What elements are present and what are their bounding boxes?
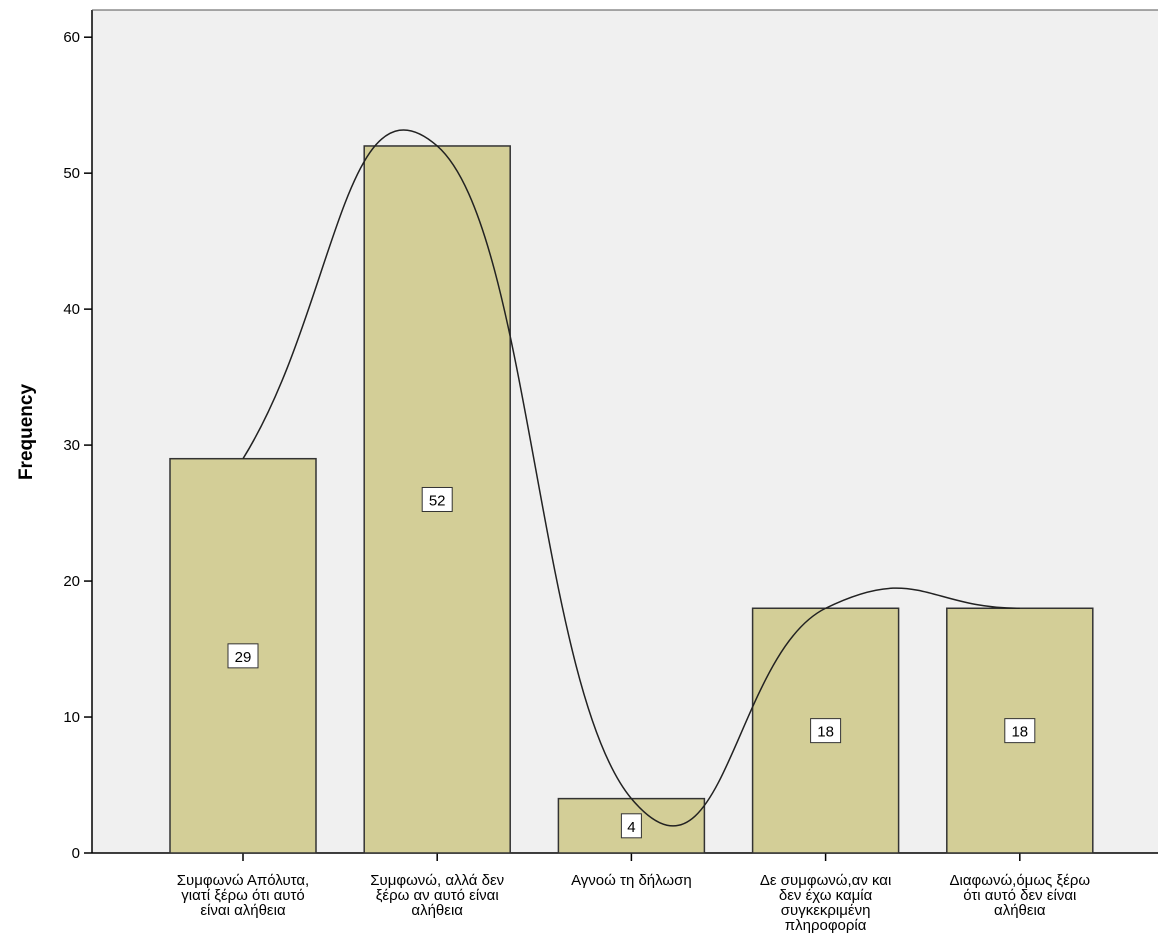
data-label-box xyxy=(620,813,642,839)
category-label-line: ότι αυτό δεν είναι xyxy=(963,887,1076,904)
x-axis xyxy=(92,852,1158,861)
y-axis-label: Frequency xyxy=(16,384,37,481)
data-label-box xyxy=(1004,718,1036,744)
category-label: Δε συμφωνώ,αν και δεν έχω καμία συγκεκριμέ… xyxy=(760,872,891,934)
data-label: 18 xyxy=(810,718,842,744)
category-label: Αγνοώ τη δήλωση xyxy=(571,872,692,889)
y-tick-label: 30 xyxy=(63,437,80,454)
data-label-box xyxy=(810,718,842,744)
category-label-line: Δε συμφωνώ,αν και xyxy=(760,872,891,889)
data-label-box xyxy=(421,486,453,512)
y-tick-label: 40 xyxy=(63,301,80,318)
y-tick-label: 50 xyxy=(63,165,80,182)
y-tick-label: 60 xyxy=(63,29,80,46)
y-tick-label: 20 xyxy=(63,573,80,590)
category-label: Συμφωνώ Απόλυτα, γιατί ξέρω ότι αυτό είναι… xyxy=(177,872,309,919)
category-labels: Συμφωνώ Απόλυτα, γιατί ξέρω ότι αυτό είναι… xyxy=(177,872,1091,934)
category-label-line: γιατί ξέρω ότι αυτό xyxy=(181,887,304,904)
category-label-line: είναι αλήθεια xyxy=(200,902,286,919)
category-label-line: Αγνοώ τη δήλωση xyxy=(571,872,692,889)
data-label: 29 xyxy=(227,643,259,669)
category-label-line: Διαφωνώ,όμως ξέρω xyxy=(950,872,1091,889)
category-label: Συμφωνώ, αλλά δεν ξέρω αν αυτό είναι αλήθε… xyxy=(370,872,504,919)
y-tick-label: 0 xyxy=(72,845,80,862)
data-label-text: 4 xyxy=(627,819,635,836)
data-label-text: 18 xyxy=(1011,724,1028,741)
category-label: Διαφωνώ,όμως ξέρω ότι αυτό δεν είναι αλήθε… xyxy=(950,872,1091,919)
data-label-text: 18 xyxy=(817,724,834,741)
normal-curve xyxy=(242,129,1020,827)
y-tick-label: 10 xyxy=(63,709,80,726)
data-label: 52 xyxy=(421,486,453,512)
y-axis: 0 10 20 30 40 50 60 xyxy=(63,9,1158,862)
data-labels: 29 52 4 18 18 xyxy=(227,486,1036,839)
data-label: 18 xyxy=(1004,718,1036,744)
category-label-line: Συμφωνώ Απόλυτα, xyxy=(177,872,309,889)
category-label-line: πληροφορία xyxy=(785,917,867,934)
category-label-line: αλήθεια xyxy=(411,902,463,919)
category-label-line: αλήθεια xyxy=(994,902,1046,919)
data-label-text: 52 xyxy=(429,492,446,509)
data-label-box xyxy=(227,643,259,669)
data-label: 4 xyxy=(620,813,642,839)
category-label-line: ξέρω αν αυτό είναι xyxy=(376,887,499,904)
category-label-line: Συμφωνώ, αλλά δεν xyxy=(370,872,504,889)
data-label-text: 29 xyxy=(235,649,252,666)
bars xyxy=(169,145,1094,854)
category-label-line: συγκεκριμένη xyxy=(781,902,871,919)
category-label-line: δεν έχω καμία xyxy=(779,887,873,904)
